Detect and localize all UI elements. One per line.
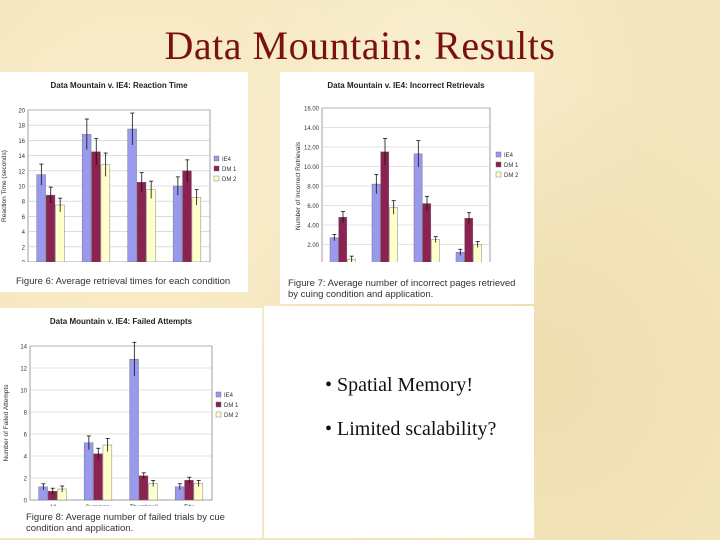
bullet-list: • Spatial Memory! • Limited scalability? — [325, 372, 496, 442]
bar-dm-1 — [380, 151, 390, 262]
y-tick-label: 12 — [20, 367, 27, 373]
legend-label: DM 2 — [224, 413, 239, 419]
y-tick-label: 8.00 — [307, 185, 319, 191]
legend-label: IE4 — [222, 157, 232, 163]
chart-title: Data Mountain v. IE4: Failed Attempts — [50, 317, 193, 326]
y-axis-label: Reaction Time (seconds) — [1, 150, 8, 222]
plot-area — [29, 345, 213, 501]
x-tick-label: Thumbnail — [130, 505, 158, 506]
bullet-spatial-memory: • Spatial Memory! — [325, 374, 474, 396]
bar-dm-1 — [45, 194, 56, 262]
y-tick-label: 14.00 — [304, 126, 320, 132]
bullet-area — [264, 306, 534, 538]
y-tick-label: 8 — [22, 200, 26, 206]
legend-swatch — [215, 401, 222, 408]
bullet-limited-scalability: • Limited scalability? — [325, 418, 497, 440]
figure-7-panel: Data Mountain v. IE4: Incorrect Retrieva… — [280, 72, 534, 304]
slide-title: Data Mountain: Results — [164, 23, 556, 68]
y-axis-label: Number of Failed Attempts — [3, 384, 10, 462]
legend-swatch — [213, 175, 220, 182]
y-tick-label: 6.00 — [307, 204, 319, 210]
y-tick-label: 18 — [18, 124, 25, 130]
bar-ie4 — [129, 359, 139, 501]
legend-label: IE4 — [224, 393, 234, 399]
legend-label: DM 1 — [222, 167, 237, 173]
legend-label: DM 1 — [504, 163, 519, 169]
legend-swatch — [213, 165, 220, 172]
chart-title: Data Mountain v. IE4: Reaction Time — [50, 81, 188, 90]
x-tick-label: Title — [184, 505, 196, 506]
y-tick-label: 16 — [18, 139, 25, 145]
y-tick-label: 10.00 — [304, 165, 320, 171]
y-tick-label: 0 — [24, 499, 28, 505]
y-tick-label: 4 — [22, 230, 26, 236]
legend-swatch — [215, 411, 222, 418]
x-tick-label: All — [49, 505, 56, 506]
y-tick-label: 4.00 — [307, 224, 319, 230]
bar-dm-1 — [464, 217, 474, 262]
y-tick-label: 14 — [18, 154, 25, 160]
y-tick-label: 2 — [22, 245, 26, 251]
y-tick-label: 12 — [18, 169, 25, 175]
bar-dm-2 — [102, 444, 113, 501]
y-axis-label: Number of Incorrect Retrievals — [295, 141, 302, 230]
incorrect-retrievals-chart: Data Mountain v. IE4: Incorrect Retrieva… — [295, 81, 519, 262]
bar-ie4 — [83, 442, 94, 501]
bar-dm-2 — [146, 189, 156, 262]
y-tick-label: 6 — [24, 433, 28, 439]
legend-label: DM 1 — [224, 403, 239, 409]
bar-ie4 — [127, 128, 137, 262]
bar-dm-2 — [389, 207, 398, 262]
legend-swatch — [495, 161, 502, 168]
y-tick-label: 2 — [24, 477, 28, 483]
bar-dm-1 — [136, 181, 147, 262]
bar-dm-1 — [182, 170, 192, 262]
legend-swatch — [495, 171, 502, 178]
chart-title: Data Mountain v. IE4: Incorrect Retrieva… — [327, 81, 485, 90]
y-tick-label: 8 — [24, 411, 28, 417]
bar-dm-1 — [138, 475, 149, 501]
y-tick-label: 10 — [20, 389, 27, 395]
figure-8-panel: Data Mountain v. IE4: Failed Attempts 0 2 4… — [0, 308, 262, 538]
bar-ie4 — [36, 174, 46, 262]
bar-ie4 — [172, 185, 183, 262]
legend-swatch — [213, 155, 220, 162]
y-tick-label: 10 — [18, 185, 25, 191]
y-tick-label: 12.00 — [304, 146, 320, 152]
y-tick-label: 20 — [18, 109, 25, 115]
bar-dm-1 — [338, 216, 348, 262]
x-tick-label: Summary — [85, 505, 111, 506]
figure-6-caption: Figure 6: Average retrieval times for ea… — [16, 276, 231, 287]
figure-8-caption: Figure 8: Average number of failed trial… — [26, 512, 225, 534]
figure-6-panel: Data Mountain v. IE4: Reaction Time 0 2 4 6 8… — [0, 72, 248, 292]
y-tick-label: 4 — [24, 455, 28, 461]
plot-area — [321, 107, 491, 262]
bar-dm-1 — [422, 203, 432, 262]
y-tick-label: 6 — [22, 215, 26, 221]
figure-7-caption: Figure 7: Average number of incorrect pa… — [288, 278, 516, 300]
legend-label: IE4 — [504, 153, 514, 159]
bar-ie4 — [371, 183, 381, 262]
bar-ie4 — [329, 237, 339, 262]
bar-dm-1 — [93, 453, 103, 501]
bar-dm-2 — [431, 239, 440, 262]
y-tick-label: 14 — [20, 345, 27, 351]
bar-dm-2 — [55, 204, 65, 262]
bar-dm-2 — [191, 197, 202, 262]
y-tick-label: 16.00 — [304, 107, 320, 113]
reaction-time-chart: Data Mountain v. IE4: Reaction Time 0 2 4 6 8… — [1, 81, 237, 263]
bar-ie4 — [81, 134, 92, 262]
bar-dm-1 — [91, 151, 101, 262]
legend-label: DM 2 — [504, 173, 519, 179]
bar-dm-2 — [100, 164, 111, 262]
legend-swatch — [495, 151, 502, 158]
failed-attempts-chart: Data Mountain v. IE4: Failed Attempts 0 2 4… — [3, 317, 239, 506]
bar-ie4 — [413, 153, 423, 262]
legend-label: DM 2 — [222, 177, 237, 183]
y-tick-label: 0 — [22, 261, 26, 263]
y-tick-label: 2.00 — [307, 243, 319, 249]
legend-swatch — [215, 391, 222, 398]
